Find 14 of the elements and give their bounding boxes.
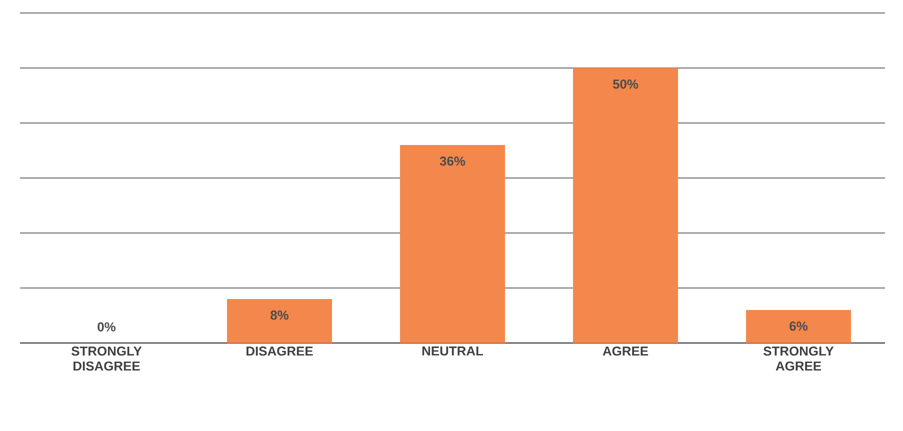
data-label: 8%: [270, 310, 289, 320]
x-tick-label: STRONGLY DISAGREE: [71, 346, 142, 371]
data-label: 50%: [612, 80, 638, 89]
x-tick-label: AGREE: [602, 346, 648, 356]
bar: [573, 68, 678, 343]
data-label: 0%: [98, 322, 116, 332]
bar: [400, 145, 506, 343]
x-tick-label: STRONGLY AGREE: [764, 346, 834, 371]
bar: [746, 310, 852, 343]
bar: [227, 299, 332, 343]
x-tick-label: DISAGREE: [246, 346, 313, 356]
data-label: 36%: [440, 156, 466, 166]
data-label: 6%: [790, 322, 808, 331]
x-tick-label: NEUTRAL: [422, 346, 484, 356]
